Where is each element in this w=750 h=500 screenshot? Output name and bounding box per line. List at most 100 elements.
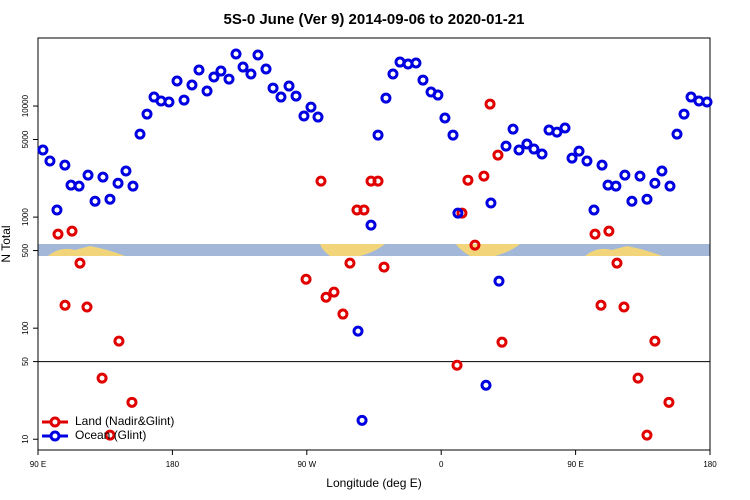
point: [536, 148, 548, 160]
point: [456, 207, 468, 219]
point: [439, 112, 451, 124]
point: [358, 204, 370, 216]
point: [480, 379, 492, 391]
point: [528, 143, 540, 155]
point: [52, 228, 64, 240]
point: [485, 197, 497, 209]
point: [37, 144, 49, 156]
point: [380, 92, 392, 104]
point: [387, 68, 399, 80]
point: [356, 414, 368, 426]
point: [134, 128, 146, 140]
point: [462, 174, 474, 186]
point: [51, 204, 63, 216]
point: [452, 207, 464, 219]
point: [619, 169, 631, 181]
point: [245, 68, 257, 80]
point: [104, 429, 116, 441]
point: [478, 170, 490, 182]
point: [298, 110, 310, 122]
point: [104, 193, 116, 205]
point: [634, 170, 646, 182]
point: [378, 261, 390, 273]
point: [589, 228, 601, 240]
point: [300, 273, 312, 285]
point: [618, 301, 630, 313]
chart-title: 5S-0 June (Ver 9) 2014-09-06 to 2020-01-…: [223, 11, 524, 28]
point: [82, 169, 94, 181]
point: [208, 71, 220, 83]
y-tick-label: 50: [21, 357, 30, 366]
point: [493, 275, 505, 287]
point: [678, 108, 690, 120]
point: [588, 204, 600, 216]
point: [701, 96, 713, 108]
point: [237, 61, 249, 73]
legend-label: Land (Nadir&Glint): [75, 414, 174, 428]
point: [469, 239, 481, 251]
point: [372, 129, 384, 141]
point: [305, 101, 317, 113]
point: [141, 108, 153, 120]
x-tick-label: 90 E: [567, 460, 583, 469]
point: [312, 111, 324, 123]
point: [447, 129, 459, 141]
x-tick-label: 0: [439, 460, 444, 469]
x-tick-label: 90 E: [30, 460, 46, 469]
point: [44, 155, 56, 167]
point: [315, 175, 327, 187]
point: [186, 79, 198, 91]
y-tick-label: 10: [21, 434, 30, 443]
point: [500, 140, 512, 152]
point: [178, 94, 190, 106]
y-tick-label: 500: [21, 243, 30, 257]
point: [656, 165, 668, 177]
point: [507, 123, 519, 135]
point: [344, 257, 356, 269]
point: [97, 171, 109, 183]
point: [290, 90, 302, 102]
point: [566, 152, 578, 164]
y-tick-label: 100: [21, 321, 30, 335]
point: [649, 177, 661, 189]
map-strip: [38, 244, 710, 256]
point: [581, 155, 593, 167]
point: [410, 57, 422, 69]
point: [649, 335, 661, 347]
point: [632, 372, 644, 384]
point: [551, 126, 563, 138]
point: [120, 165, 132, 177]
point: [193, 64, 205, 76]
point: [663, 396, 675, 408]
point: [492, 149, 504, 161]
point: [337, 308, 349, 320]
point: [171, 75, 183, 87]
point: [59, 159, 71, 171]
point: [641, 429, 653, 441]
point: [611, 257, 623, 269]
point: [573, 145, 585, 157]
point: [113, 335, 125, 347]
y-tick-label: 10000: [21, 94, 30, 117]
point: [596, 159, 608, 171]
point: [252, 49, 264, 61]
point: [73, 180, 85, 192]
point: [352, 325, 364, 337]
point: [365, 219, 377, 231]
point: [372, 175, 384, 187]
legend-label: Ocean (Glint): [75, 428, 146, 442]
point: [112, 177, 124, 189]
point: [626, 195, 638, 207]
point: [451, 359, 463, 371]
x-tick-label: 180: [166, 460, 180, 469]
point: [664, 180, 676, 192]
point: [671, 128, 683, 140]
point: [595, 299, 607, 311]
point: [275, 91, 287, 103]
point: [74, 257, 86, 269]
point: [513, 144, 525, 156]
point: [521, 138, 533, 150]
point: [215, 65, 227, 77]
point: [230, 48, 242, 60]
y-tick-label: 5000: [21, 130, 30, 148]
